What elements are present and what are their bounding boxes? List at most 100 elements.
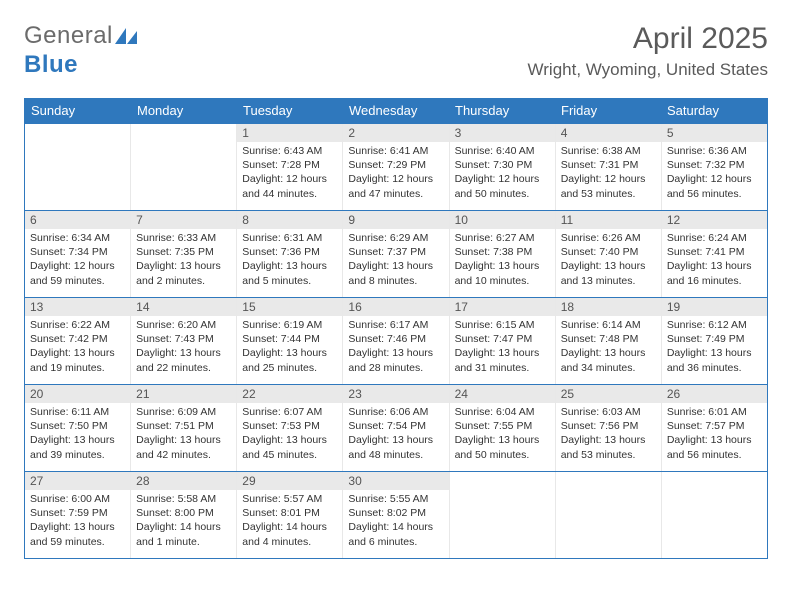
sunrise-text: Sunrise: 6:38 AM <box>561 144 656 158</box>
dow-wednesday: Wednesday <box>343 98 449 123</box>
day-body: Sunrise: 6:19 AMSunset: 7:44 PMDaylight:… <box>237 316 342 379</box>
day-number: 20 <box>25 385 130 403</box>
logo: General Blue <box>24 22 137 79</box>
daylight-text: Daylight: 13 hours and 34 minutes. <box>561 346 656 374</box>
daylight-text: Daylight: 12 hours and 56 minutes. <box>667 172 762 200</box>
sunrise-text: Sunrise: 6:29 AM <box>348 231 443 245</box>
day-body: Sunrise: 6:27 AMSunset: 7:38 PMDaylight:… <box>450 229 555 292</box>
sunrise-text: Sunrise: 6:20 AM <box>136 318 231 332</box>
day-body <box>25 142 130 148</box>
daylight-text: Daylight: 13 hours and 31 minutes. <box>455 346 550 374</box>
daylight-text: Daylight: 13 hours and 10 minutes. <box>455 259 550 287</box>
day-number: 13 <box>25 298 130 316</box>
sunrise-text: Sunrise: 6:34 AM <box>30 231 125 245</box>
sunset-text: Sunset: 7:47 PM <box>455 332 550 346</box>
sunset-text: Sunset: 7:35 PM <box>136 245 231 259</box>
day-cell <box>25 124 130 210</box>
day-cell: 21Sunrise: 6:09 AMSunset: 7:51 PMDayligh… <box>130 385 236 471</box>
day-body <box>662 490 767 496</box>
daylight-text: Daylight: 13 hours and 48 minutes. <box>348 433 443 461</box>
sunset-text: Sunset: 7:44 PM <box>242 332 337 346</box>
sunset-text: Sunset: 7:43 PM <box>136 332 231 346</box>
sunrise-text: Sunrise: 5:58 AM <box>136 492 231 506</box>
week-row: 1Sunrise: 6:43 AMSunset: 7:28 PMDaylight… <box>25 123 767 210</box>
day-body: Sunrise: 6:00 AMSunset: 7:59 PMDaylight:… <box>25 490 130 553</box>
sunrise-text: Sunrise: 6:22 AM <box>30 318 125 332</box>
logo-sail-icon <box>115 23 137 51</box>
sunrise-text: Sunrise: 6:06 AM <box>348 405 443 419</box>
daylight-text: Daylight: 12 hours and 59 minutes. <box>30 259 125 287</box>
day-cell <box>449 472 555 558</box>
day-number: 8 <box>237 211 342 229</box>
day-number: 22 <box>237 385 342 403</box>
day-body: Sunrise: 6:24 AMSunset: 7:41 PMDaylight:… <box>662 229 767 292</box>
sunrise-text: Sunrise: 6:15 AM <box>455 318 550 332</box>
sunset-text: Sunset: 7:34 PM <box>30 245 125 259</box>
sunset-text: Sunset: 7:31 PM <box>561 158 656 172</box>
day-cell: 15Sunrise: 6:19 AMSunset: 7:44 PMDayligh… <box>236 298 342 384</box>
daylight-text: Daylight: 13 hours and 53 minutes. <box>561 433 656 461</box>
day-number: 2 <box>343 124 448 142</box>
sunrise-text: Sunrise: 6:12 AM <box>667 318 762 332</box>
day-cell: 22Sunrise: 6:07 AMSunset: 7:53 PMDayligh… <box>236 385 342 471</box>
sunset-text: Sunset: 7:51 PM <box>136 419 231 433</box>
day-cell: 1Sunrise: 6:43 AMSunset: 7:28 PMDaylight… <box>236 124 342 210</box>
sunrise-text: Sunrise: 6:33 AM <box>136 231 231 245</box>
daylight-text: Daylight: 13 hours and 36 minutes. <box>667 346 762 374</box>
daylight-text: Daylight: 13 hours and 2 minutes. <box>136 259 231 287</box>
dow-thursday: Thursday <box>449 98 555 123</box>
day-body: Sunrise: 5:57 AMSunset: 8:01 PMDaylight:… <box>237 490 342 553</box>
sunset-text: Sunset: 7:48 PM <box>561 332 656 346</box>
day-cell: 13Sunrise: 6:22 AMSunset: 7:42 PMDayligh… <box>25 298 130 384</box>
sunrise-text: Sunrise: 6:27 AM <box>455 231 550 245</box>
sunset-text: Sunset: 7:37 PM <box>348 245 443 259</box>
day-body: Sunrise: 6:11 AMSunset: 7:50 PMDaylight:… <box>25 403 130 466</box>
day-cell: 29Sunrise: 5:57 AMSunset: 8:01 PMDayligh… <box>236 472 342 558</box>
day-number: 5 <box>662 124 767 142</box>
day-number: 7 <box>131 211 236 229</box>
daylight-text: Daylight: 13 hours and 45 minutes. <box>242 433 337 461</box>
day-cell: 12Sunrise: 6:24 AMSunset: 7:41 PMDayligh… <box>661 211 767 297</box>
day-cell: 4Sunrise: 6:38 AMSunset: 7:31 PMDaylight… <box>555 124 661 210</box>
day-number: 19 <box>662 298 767 316</box>
header: General Blue April 2025 Wright, Wyoming,… <box>24 22 768 80</box>
sunrise-text: Sunrise: 6:00 AM <box>30 492 125 506</box>
day-number: 14 <box>131 298 236 316</box>
day-number: 25 <box>556 385 661 403</box>
day-number: 24 <box>450 385 555 403</box>
day-number: 10 <box>450 211 555 229</box>
day-number: 18 <box>556 298 661 316</box>
day-body: Sunrise: 6:12 AMSunset: 7:49 PMDaylight:… <box>662 316 767 379</box>
daylight-text: Daylight: 13 hours and 13 minutes. <box>561 259 656 287</box>
day-cell <box>130 124 236 210</box>
day-body: Sunrise: 6:04 AMSunset: 7:55 PMDaylight:… <box>450 403 555 466</box>
sunrise-text: Sunrise: 6:24 AM <box>667 231 762 245</box>
day-cell: 24Sunrise: 6:04 AMSunset: 7:55 PMDayligh… <box>449 385 555 471</box>
dow-sunday: Sunday <box>25 98 131 123</box>
day-number: 21 <box>131 385 236 403</box>
daylight-text: Daylight: 13 hours and 25 minutes. <box>242 346 337 374</box>
sunset-text: Sunset: 7:38 PM <box>455 245 550 259</box>
sunrise-text: Sunrise: 6:43 AM <box>242 144 337 158</box>
day-number: 1 <box>237 124 342 142</box>
day-body: Sunrise: 6:01 AMSunset: 7:57 PMDaylight:… <box>662 403 767 466</box>
day-cell: 7 Sunrise: 6:33 AMSunset: 7:35 PMDaylight… <box>130 211 236 297</box>
day-body: Sunrise: 6:14 AMSunset: 7:48 PMDaylight:… <box>556 316 661 379</box>
sunrise-text: Sunrise: 6:11 AM <box>30 405 125 419</box>
day-cell: 11Sunrise: 6:26 AMSunset: 7:40 PMDayligh… <box>555 211 661 297</box>
sunset-text: Sunset: 7:42 PM <box>30 332 125 346</box>
daylight-text: Daylight: 12 hours and 47 minutes. <box>348 172 443 200</box>
sunset-text: Sunset: 7:56 PM <box>561 419 656 433</box>
logo-word2: Blue <box>24 51 78 78</box>
sunrise-text: Sunrise: 6:31 AM <box>242 231 337 245</box>
dow-row: Sunday Monday Tuesday Wednesday Thursday… <box>25 98 767 123</box>
day-body: Sunrise: 6:20 AMSunset: 7:43 PMDaylight:… <box>131 316 236 379</box>
daylight-text: Daylight: 14 hours and 1 minute. <box>136 520 231 548</box>
sunset-text: Sunset: 7:46 PM <box>348 332 443 346</box>
sunset-text: Sunset: 8:02 PM <box>348 506 443 520</box>
day-cell <box>555 472 661 558</box>
day-body: Sunrise: 6:17 AMSunset: 7:46 PMDaylight:… <box>343 316 448 379</box>
day-body: Sunrise: 6:15 AMSunset: 7:47 PMDaylight:… <box>450 316 555 379</box>
calendar: Sunday Monday Tuesday Wednesday Thursday… <box>24 98 768 559</box>
day-cell <box>661 472 767 558</box>
